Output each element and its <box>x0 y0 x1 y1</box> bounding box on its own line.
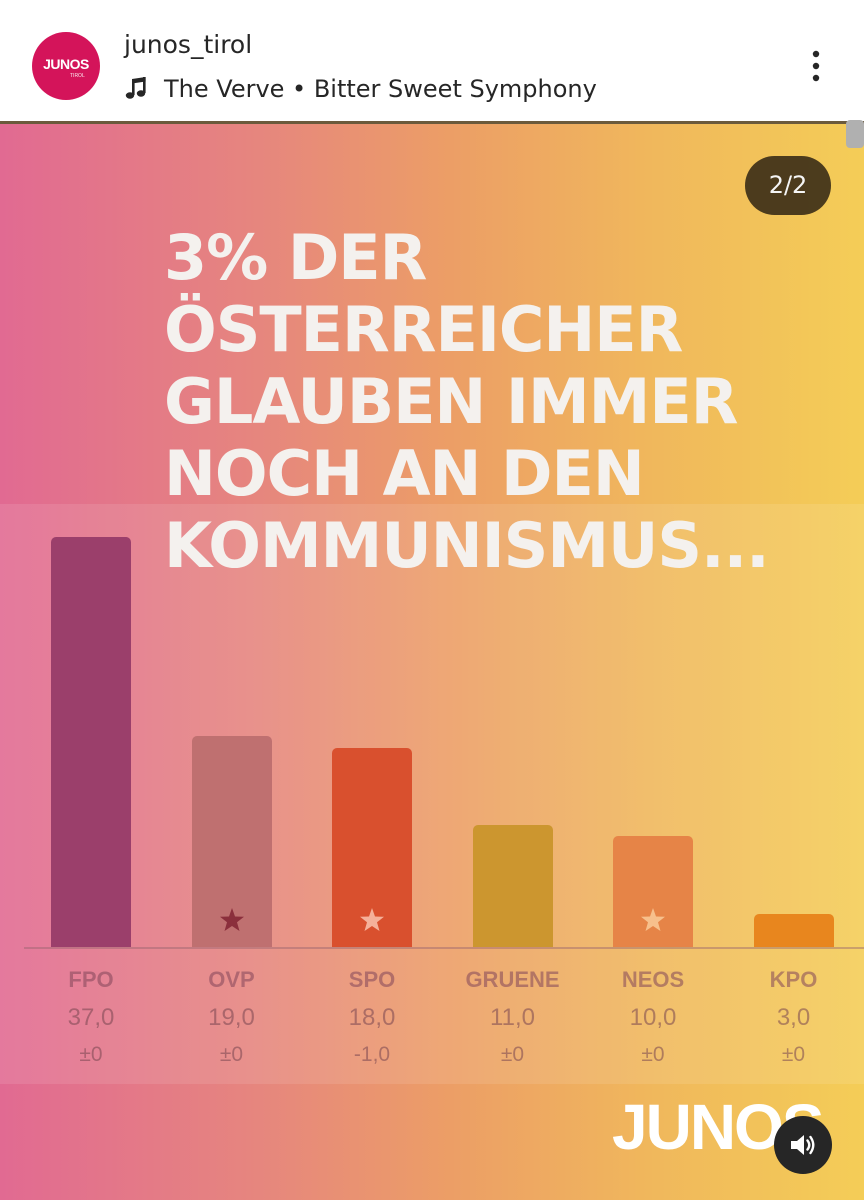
chart-baseline <box>24 947 864 949</box>
value-label: 37,0 <box>67 1004 115 1031</box>
headline: 3% DER ÖSTERREICHER GLAUBEN IMMER NOCH A… <box>164 222 844 582</box>
star-icon <box>360 908 384 931</box>
music-label: The Verve • Bitter Sweet Symphony <box>164 75 597 103</box>
category-label: KPO <box>769 967 818 992</box>
chart-panel <box>0 504 864 1084</box>
category-label: OVP <box>208 967 255 992</box>
change-label: -1,0 <box>353 1043 391 1066</box>
headline-line: GLAUBEN IMMER <box>164 365 738 438</box>
post-image[interactable]: 2/2 3% DER ÖSTERREICHER GLAUBEN IMMER NO… <box>0 124 864 1200</box>
star-icon <box>641 908 665 931</box>
avatar-logo-subtext: TIROL <box>70 73 85 79</box>
headline-line: ÖSTERREICHER <box>164 293 683 366</box>
star-icon <box>219 908 244 931</box>
bar-gruene <box>472 825 553 947</box>
headline-line: 3% DER <box>164 221 427 294</box>
category-label: GRUENE <box>465 967 560 992</box>
speaker-icon <box>791 1135 815 1155</box>
category-label: NEOS <box>621 967 685 992</box>
bar-fpo <box>51 537 131 947</box>
value-label: 11,0 <box>490 1004 535 1031</box>
header-divider <box>0 121 864 124</box>
change-label: ±0 <box>79 1043 103 1066</box>
post-header: JUNOS TIROL junos_tirol The Verve • Bitt… <box>0 0 864 123</box>
scrollbar[interactable] <box>846 120 864 148</box>
more-options-icon[interactable] <box>806 48 826 88</box>
avatar-logo-text: JUNOS <box>43 56 89 72</box>
value-label: 18,0 <box>348 1004 396 1031</box>
music-info[interactable]: The Verve • Bitter Sweet Symphony <box>124 73 597 105</box>
username[interactable]: junos_tirol <box>124 30 253 59</box>
bar-neos <box>613 836 693 947</box>
value-label: 19,0 <box>208 1004 255 1031</box>
category-label: FPO <box>68 967 114 992</box>
sound-button[interactable] <box>774 1116 832 1174</box>
headline-line: KOMMUNISMUS... <box>164 509 770 582</box>
change-label: ±0 <box>641 1043 665 1066</box>
change-label: ±0 <box>781 1043 806 1066</box>
change-label: ±0 <box>219 1043 244 1066</box>
avatar[interactable]: JUNOS TIROL <box>32 32 100 100</box>
value-label: 3,0 <box>776 1004 811 1031</box>
music-note-icon <box>125 77 146 99</box>
value-label: 10,0 <box>629 1004 677 1031</box>
bar-kpo <box>753 913 834 947</box>
category-label: SPO <box>348 967 396 992</box>
slide-counter: 2/2 <box>745 156 831 215</box>
change-label: ±0 <box>500 1043 525 1066</box>
headline-line: NOCH AN DEN <box>164 437 645 510</box>
